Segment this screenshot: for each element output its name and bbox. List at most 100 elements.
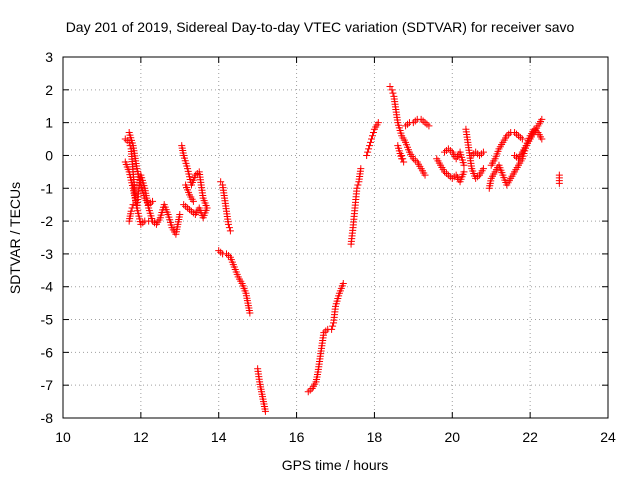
data-point [357, 165, 365, 173]
data-point [149, 197, 157, 205]
data-point [304, 388, 312, 396]
data-point [368, 132, 376, 140]
data-point [363, 151, 371, 159]
data-point [444, 171, 452, 179]
data-point [366, 142, 374, 150]
data-point [368, 135, 376, 143]
data-point [409, 119, 417, 127]
y-tick-label: 1 [45, 115, 53, 131]
data-point [386, 83, 394, 91]
data-point [411, 117, 419, 125]
data-point [203, 204, 211, 212]
data-point [186, 206, 194, 214]
data-point [511, 151, 519, 159]
data-point [215, 247, 223, 255]
y-tick-label: -5 [41, 312, 54, 328]
data-point [538, 135, 546, 143]
y-tick-label: -4 [41, 279, 54, 295]
data-point [425, 122, 433, 130]
data-point [367, 138, 375, 146]
data-point [184, 204, 192, 212]
data-point [365, 145, 373, 153]
data-point [353, 184, 361, 192]
y-tick-label: -8 [41, 410, 54, 426]
data-point [513, 130, 521, 138]
data-point [128, 204, 136, 212]
data-point [354, 181, 362, 189]
data-markers [121, 83, 563, 415]
data-point [224, 220, 232, 228]
data-point [442, 170, 450, 178]
data-point [261, 407, 269, 415]
data-point [417, 115, 425, 123]
data-point [180, 201, 188, 209]
data-point [217, 248, 225, 256]
data-point [441, 148, 448, 156]
data-point [477, 150, 485, 158]
data-point [145, 217, 153, 225]
x-tick-label: 20 [444, 429, 460, 445]
x-tick-label: 22 [522, 429, 538, 445]
data-point [516, 133, 524, 141]
data-point [182, 202, 190, 210]
data-point [121, 135, 129, 143]
data-point [444, 145, 452, 153]
data-point [400, 158, 408, 166]
data-point [187, 207, 195, 215]
data-point [419, 117, 427, 125]
x-tick-label: 12 [133, 429, 149, 445]
data-point [246, 309, 254, 317]
data-point [306, 386, 314, 394]
data-point [176, 211, 184, 219]
data-point [460, 161, 468, 169]
y-tick-label: -1 [41, 180, 54, 196]
data-point [389, 89, 397, 97]
y-tick-label: 2 [45, 82, 53, 98]
data-point [514, 132, 522, 140]
y-tick-label: 3 [45, 49, 53, 65]
y-axis-label: SDTVAR / TECUs [7, 182, 23, 294]
data-point [225, 224, 233, 232]
data-point [505, 130, 513, 138]
data-point [223, 250, 230, 258]
data-point [538, 115, 546, 123]
data-point [399, 155, 407, 163]
data-point [189, 197, 197, 205]
x-tick-label: 14 [211, 429, 227, 445]
x-tick-label: 16 [289, 429, 305, 445]
x-axis-label: GPS time / hours [282, 457, 389, 473]
data-point [388, 86, 396, 94]
data-point [329, 322, 337, 330]
y-tick-label: -6 [41, 344, 54, 360]
x-axis-ticks: 10 12 14 16 18 20 22 24 [55, 57, 616, 445]
data-point [127, 207, 135, 215]
y-axis-ticks: 3 2 1 0 -1 -2 -3 -4 -5 -6 -7 -8 [41, 49, 608, 426]
data-point [411, 156, 419, 164]
plot-frame [62, 56, 609, 419]
data-point [226, 227, 234, 235]
data-point [404, 120, 412, 128]
data-point [555, 179, 563, 187]
chart-title: Day 201 of 2019, Sidereal Day-to-day VTE… [66, 19, 575, 35]
data-point [374, 119, 382, 127]
data-point [402, 122, 410, 130]
y-tick-label: -7 [41, 377, 54, 393]
x-tick-label: 10 [55, 429, 71, 445]
data-point [421, 119, 429, 127]
data-point [511, 128, 519, 136]
data-point [364, 148, 372, 156]
x-tick-label: 18 [367, 429, 383, 445]
data-point [479, 165, 487, 173]
data-point [339, 279, 347, 287]
data-point [518, 135, 526, 143]
data-point [421, 171, 429, 179]
data-point [328, 325, 336, 333]
x-tick-label: 24 [600, 429, 616, 445]
y-tick-label: -2 [41, 213, 54, 229]
data-point [446, 147, 454, 155]
data-point [423, 120, 431, 128]
data-point [479, 148, 487, 156]
data-point [476, 151, 484, 159]
y-tick-label: 0 [45, 147, 53, 163]
